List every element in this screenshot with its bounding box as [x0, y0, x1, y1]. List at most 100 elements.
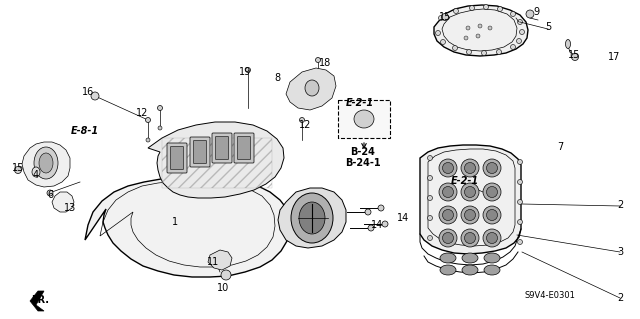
Ellipse shape — [518, 19, 522, 25]
Ellipse shape — [461, 159, 479, 177]
Ellipse shape — [452, 46, 458, 50]
Text: 15: 15 — [12, 163, 24, 173]
FancyBboxPatch shape — [167, 143, 187, 173]
Polygon shape — [85, 176, 290, 277]
Ellipse shape — [34, 147, 58, 179]
Ellipse shape — [15, 167, 22, 174]
Polygon shape — [22, 142, 70, 187]
Text: S9V4-E0301: S9V4-E0301 — [525, 291, 575, 300]
FancyBboxPatch shape — [193, 140, 207, 164]
Ellipse shape — [486, 233, 497, 243]
Text: 1: 1 — [172, 217, 178, 227]
Text: 19: 19 — [239, 67, 251, 77]
Text: 10: 10 — [217, 283, 229, 293]
Ellipse shape — [428, 196, 433, 201]
Ellipse shape — [464, 36, 468, 40]
Ellipse shape — [488, 26, 492, 30]
Polygon shape — [420, 145, 521, 254]
Text: 14: 14 — [371, 220, 383, 230]
Ellipse shape — [518, 199, 522, 204]
Ellipse shape — [158, 126, 162, 130]
Ellipse shape — [39, 153, 53, 173]
Text: 8: 8 — [274, 73, 280, 83]
Ellipse shape — [440, 253, 456, 263]
Ellipse shape — [368, 225, 374, 231]
Ellipse shape — [518, 240, 522, 244]
Ellipse shape — [439, 183, 457, 201]
Ellipse shape — [518, 160, 522, 165]
Ellipse shape — [246, 68, 250, 72]
Ellipse shape — [483, 4, 488, 10]
Ellipse shape — [305, 80, 319, 96]
Ellipse shape — [511, 11, 515, 17]
Text: 12: 12 — [299, 120, 311, 130]
Text: 2: 2 — [617, 200, 623, 210]
Ellipse shape — [442, 162, 454, 174]
Ellipse shape — [478, 24, 482, 28]
FancyBboxPatch shape — [216, 137, 228, 160]
Ellipse shape — [483, 229, 501, 247]
Ellipse shape — [365, 209, 371, 215]
Ellipse shape — [47, 190, 53, 196]
Text: 15: 15 — [568, 50, 580, 60]
Ellipse shape — [483, 183, 501, 201]
Ellipse shape — [483, 206, 501, 224]
Ellipse shape — [439, 229, 457, 247]
Ellipse shape — [484, 265, 500, 275]
Ellipse shape — [454, 9, 458, 13]
Polygon shape — [52, 192, 74, 212]
Text: 11: 11 — [207, 257, 219, 267]
Ellipse shape — [382, 221, 388, 227]
Ellipse shape — [442, 233, 454, 243]
Polygon shape — [30, 291, 44, 311]
Ellipse shape — [442, 13, 449, 20]
Ellipse shape — [497, 6, 502, 11]
Text: 7: 7 — [557, 142, 563, 152]
Ellipse shape — [511, 44, 515, 49]
Ellipse shape — [157, 106, 163, 110]
Ellipse shape — [470, 5, 474, 11]
Ellipse shape — [145, 117, 150, 122]
Polygon shape — [208, 250, 232, 270]
Ellipse shape — [572, 54, 579, 61]
Text: 6: 6 — [47, 190, 53, 200]
Ellipse shape — [32, 167, 40, 177]
Ellipse shape — [462, 253, 478, 263]
Ellipse shape — [440, 40, 445, 44]
Ellipse shape — [316, 57, 321, 63]
Text: B-24: B-24 — [351, 147, 376, 157]
Ellipse shape — [516, 39, 522, 43]
Ellipse shape — [428, 235, 433, 241]
Ellipse shape — [221, 270, 231, 280]
Ellipse shape — [497, 49, 502, 55]
Ellipse shape — [439, 159, 457, 177]
Ellipse shape — [486, 162, 497, 174]
Ellipse shape — [439, 206, 457, 224]
Ellipse shape — [476, 34, 480, 38]
Ellipse shape — [428, 155, 433, 160]
Ellipse shape — [465, 162, 476, 174]
Ellipse shape — [442, 210, 454, 220]
Ellipse shape — [91, 92, 99, 100]
Bar — [338, 100, 390, 138]
Text: 4: 4 — [33, 170, 39, 180]
Ellipse shape — [378, 205, 384, 211]
Ellipse shape — [291, 193, 333, 243]
Polygon shape — [278, 188, 346, 248]
Ellipse shape — [442, 187, 454, 197]
Polygon shape — [148, 122, 284, 198]
Text: 3: 3 — [617, 247, 623, 257]
Ellipse shape — [461, 229, 479, 247]
Ellipse shape — [520, 29, 525, 34]
FancyBboxPatch shape — [190, 137, 210, 167]
Text: 2: 2 — [617, 293, 623, 303]
Text: 9: 9 — [533, 7, 539, 17]
Ellipse shape — [300, 117, 305, 122]
Ellipse shape — [465, 210, 476, 220]
Ellipse shape — [518, 180, 522, 184]
Ellipse shape — [486, 210, 497, 220]
Ellipse shape — [467, 49, 472, 55]
Ellipse shape — [461, 183, 479, 201]
Ellipse shape — [428, 216, 433, 220]
FancyBboxPatch shape — [170, 146, 184, 169]
